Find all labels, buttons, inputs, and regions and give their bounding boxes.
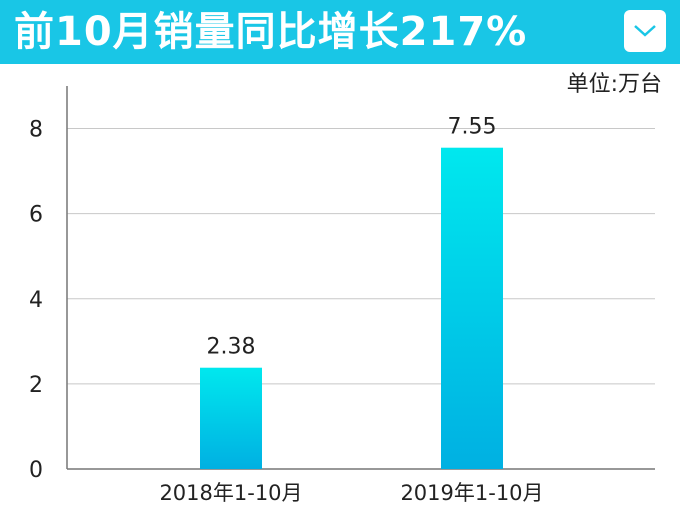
bar-value-label: 2.38 xyxy=(207,335,256,360)
y-axis-ticks: 0 2 4 6 8 xyxy=(29,118,43,483)
x-axis-labels: 2018年1-10月 2019年1-10月 xyxy=(159,481,543,505)
bar-value-label: 7.55 xyxy=(448,115,497,140)
gridlines xyxy=(67,128,655,470)
y-tick-label: 2 xyxy=(29,373,43,398)
y-tick-label: 0 xyxy=(29,458,43,483)
y-tick-label: 6 xyxy=(29,203,43,228)
bars xyxy=(200,147,503,469)
bar xyxy=(200,367,262,469)
category-label: 2019年1-10月 xyxy=(400,481,543,505)
category-label: 2018年1-10月 xyxy=(159,481,302,505)
bar xyxy=(441,147,503,469)
value-labels: 2.38 7.55 xyxy=(207,115,497,360)
chevron-down-icon xyxy=(634,25,656,37)
expand-button[interactable] xyxy=(624,10,666,52)
y-tick-label: 4 xyxy=(29,288,43,313)
y-tick-label: 8 xyxy=(29,118,43,143)
unit-label: 单位:万台 xyxy=(566,72,662,97)
page-title: 前10月销量同比增长217% xyxy=(14,9,528,55)
header-bar: 前10月销量同比增长217% xyxy=(0,0,680,64)
